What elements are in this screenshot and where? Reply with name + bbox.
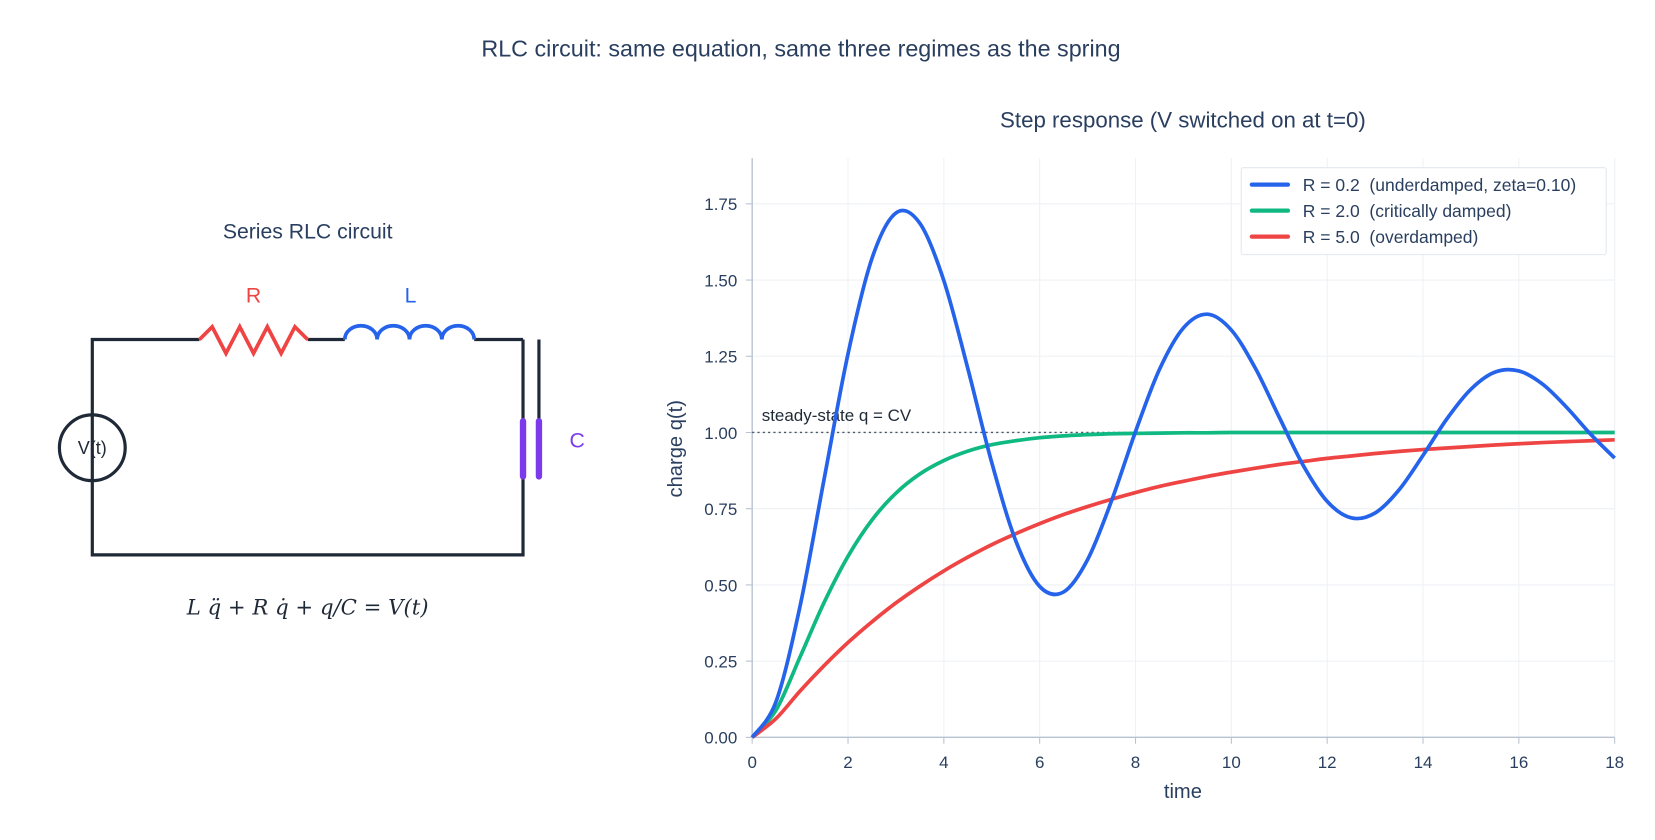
legend-label-2: R = 2.0 (critically damped) bbox=[1303, 201, 1512, 221]
step-response-chart: Step response (V switched on at t=0) 0 2 4… bbox=[665, 107, 1624, 802]
x-tick-label: 18 bbox=[1605, 753, 1624, 772]
figure-title: RLC circuit: same equation, same three r… bbox=[481, 35, 1120, 61]
y-tick-label: 0.50 bbox=[704, 576, 737, 595]
x-tick-label: 4 bbox=[939, 753, 948, 772]
x-tick-label: 16 bbox=[1509, 753, 1528, 772]
circuit-title: Series RLC circuit bbox=[223, 221, 393, 244]
axes: 0 2 4 6 8 10 12 14 16 18 0.00 0.25 0.50 0.75 1.00 1.25 1… bbox=[704, 158, 1624, 772]
y-tick-label: 1.25 bbox=[704, 348, 737, 367]
y-tick-label: 1.75 bbox=[704, 195, 737, 214]
series-line-3 bbox=[751, 437, 1615, 739]
chart-title: Step response (V switched on at t=0) bbox=[1000, 107, 1366, 132]
inductor-symbol bbox=[342, 323, 477, 340]
legend-label-3: R = 5.0 (overdamped) bbox=[1303, 227, 1479, 247]
y-tick-label: 0.00 bbox=[704, 729, 737, 748]
voltage-source-symbol bbox=[57, 413, 127, 483]
x-tick-label: 2 bbox=[843, 753, 852, 772]
legend-box bbox=[1240, 167, 1607, 256]
x-tick-label: 10 bbox=[1222, 753, 1241, 772]
wires bbox=[90, 337, 541, 557]
inductor-label: L bbox=[405, 284, 417, 307]
resistor-label: R bbox=[246, 284, 261, 307]
resistor-symbol bbox=[198, 322, 309, 358]
y-tick-label: 1.00 bbox=[704, 424, 737, 443]
wire-loop bbox=[90, 337, 525, 557]
y-tick-label: 0.75 bbox=[704, 500, 737, 519]
legend: R = 0.2 (underdamped, zeta=0.10) R = 2.0 … bbox=[1240, 167, 1607, 256]
circuit-equation: L q̈ + R q̇ + q/C = V(t) bbox=[186, 595, 429, 620]
x-tick-label: 6 bbox=[1035, 753, 1044, 772]
circuit-diagram: Series RLC circuit V(t) R L C L q̈ + R q… bbox=[57, 221, 585, 620]
x-tick-label: 12 bbox=[1318, 753, 1337, 772]
legend-label-1: R = 0.2 (underdamped, zeta=0.10) bbox=[1303, 175, 1576, 195]
capacitor-label: C bbox=[569, 430, 584, 453]
series-line-2 bbox=[750, 430, 1615, 739]
x-tick-label: 8 bbox=[1131, 753, 1140, 772]
voltage-source-label: V(t) bbox=[78, 438, 107, 458]
series-line-1 bbox=[750, 208, 1616, 739]
x-axis-label: time bbox=[1164, 781, 1202, 803]
y-tick-label: 0.25 bbox=[704, 653, 737, 672]
y-tick-label: 1.50 bbox=[704, 271, 737, 290]
series-lines bbox=[750, 208, 1616, 739]
y-axis-label: charge q(t) bbox=[665, 400, 687, 497]
x-tick-label: 14 bbox=[1414, 753, 1433, 772]
x-tick-label: 0 bbox=[747, 753, 756, 772]
